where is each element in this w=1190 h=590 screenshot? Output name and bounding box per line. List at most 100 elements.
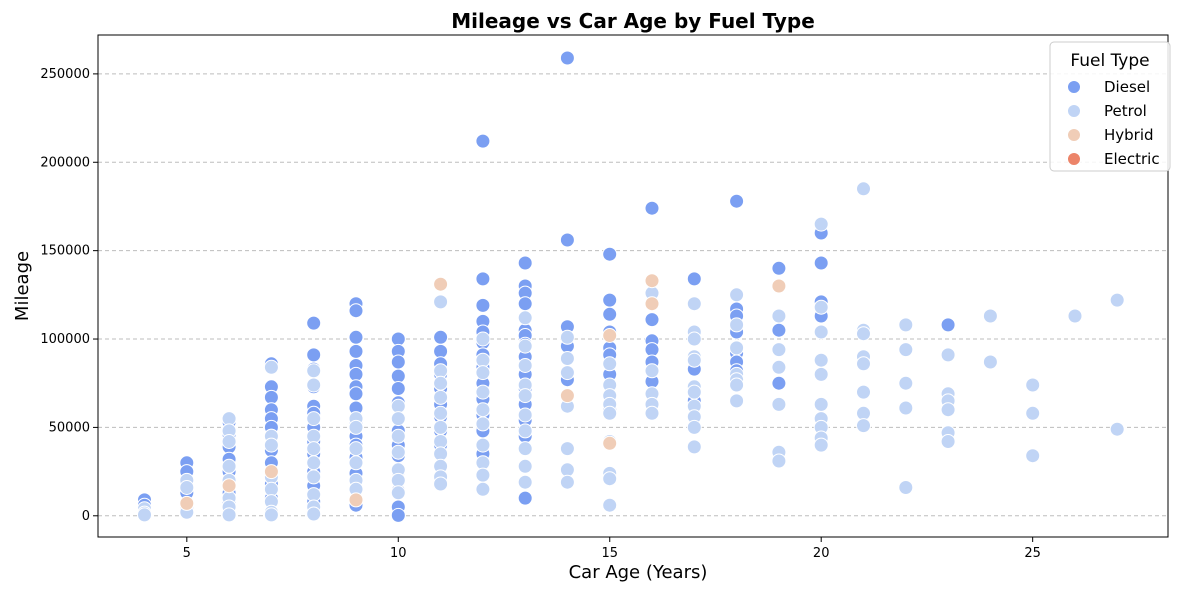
data-point-petrol	[898, 400, 914, 416]
data-point-petrol	[306, 377, 322, 393]
legend-marker-petrol	[1067, 104, 1081, 118]
data-point-petrol	[856, 181, 871, 197]
data-point-diesel	[475, 297, 491, 313]
data-point-petrol	[221, 458, 237, 474]
data-point-petrol	[306, 441, 322, 457]
data-point-petrol	[559, 329, 575, 345]
legend-label-electric: Electric	[1104, 150, 1160, 168]
x-tick-label: 25	[1024, 546, 1041, 561]
data-point-petrol	[856, 418, 871, 434]
data-point-petrol	[729, 393, 745, 409]
data-point-petrol	[729, 377, 745, 393]
data-point-petrol	[856, 384, 871, 400]
data-point-diesel	[517, 296, 533, 312]
data-point-diesel	[475, 271, 491, 287]
data-point-diesel	[390, 354, 406, 370]
data-point-diesel	[644, 200, 660, 216]
data-point-petrol	[517, 441, 533, 457]
y-tick-label: 150000	[40, 244, 90, 259]
data-point-petrol	[517, 358, 533, 373]
data-point-diesel	[729, 193, 745, 209]
data-point-petrol	[348, 441, 364, 457]
x-tick-label: 5	[183, 546, 191, 561]
data-point-petrol	[729, 287, 745, 303]
data-point-petrol	[856, 326, 871, 342]
data-point-petrol	[559, 462, 575, 478]
data-point-petrol	[137, 507, 152, 523]
data-point-petrol	[179, 480, 195, 495]
data-point-petrol	[559, 441, 575, 457]
data-point-petrol	[686, 296, 702, 312]
legend-title: Fuel Type	[1070, 51, 1149, 71]
data-point-diesel	[348, 343, 364, 359]
data-point-petrol	[898, 480, 914, 495]
data-point-diesel	[306, 347, 322, 363]
legend-label-hybrid: Hybrid	[1104, 126, 1154, 144]
y-tick-label: 50000	[49, 420, 90, 435]
data-point-petrol	[1109, 292, 1125, 308]
data-point-petrol	[390, 428, 406, 444]
data-point-petrol	[390, 444, 406, 460]
data-point-diesel	[644, 312, 660, 328]
data-point-petrol	[221, 507, 237, 523]
x-tick-label: 10	[390, 546, 407, 561]
data-point-petrol	[517, 458, 533, 474]
data-point-hybrid	[559, 388, 575, 404]
data-point-petrol	[221, 434, 237, 449]
data-point-petrol	[559, 474, 575, 490]
series-diesel	[137, 50, 956, 523]
y-tick-label: 200000	[40, 155, 90, 170]
data-point-petrol	[813, 437, 829, 453]
legend-marker-electric	[1067, 152, 1081, 166]
data-point-diesel	[475, 133, 491, 149]
data-point-hybrid	[771, 278, 787, 294]
data-point-petrol	[686, 331, 702, 347]
data-point-diesel	[348, 303, 364, 319]
data-point-diesel	[602, 306, 618, 322]
data-point-petrol	[348, 455, 364, 471]
data-point-petrol	[644, 363, 660, 379]
data-point-petrol	[475, 481, 491, 497]
x-tick-label: 15	[601, 546, 618, 561]
data-point-petrol	[982, 354, 998, 370]
data-point-petrol	[306, 411, 322, 427]
data-point-petrol	[856, 356, 871, 372]
data-point-hybrid	[263, 464, 279, 480]
data-point-petrol	[517, 423, 533, 439]
data-point-petrol	[771, 396, 787, 412]
data-point-petrol	[475, 437, 491, 453]
data-point-diesel	[348, 386, 364, 402]
legend-label-diesel: Diesel	[1104, 78, 1150, 96]
data-point-petrol	[306, 506, 322, 522]
data-point-petrol	[559, 365, 575, 381]
data-point-petrol	[813, 352, 829, 368]
series-petrol	[137, 181, 1125, 523]
data-point-petrol	[602, 356, 618, 372]
data-point-diesel	[433, 329, 449, 345]
data-point-petrol	[517, 338, 533, 354]
data-point-petrol	[433, 419, 449, 435]
data-point-petrol	[1109, 421, 1125, 437]
data-point-hybrid	[348, 492, 364, 508]
data-point-hybrid	[221, 478, 237, 494]
data-point-petrol	[306, 363, 322, 379]
data-point-diesel	[348, 329, 364, 345]
data-point-petrol	[898, 342, 914, 358]
data-point-petrol	[517, 474, 533, 490]
x-tick-label: 20	[813, 546, 830, 561]
data-point-hybrid	[602, 435, 618, 451]
data-point-diesel	[559, 232, 575, 248]
plot-frame	[97, 34, 1169, 538]
data-point-petrol	[1025, 448, 1041, 464]
data-point-diesel	[390, 381, 406, 396]
data-point-petrol	[475, 467, 491, 483]
data-point-diesel	[813, 255, 829, 271]
data-point-petrol	[348, 419, 364, 435]
data-point-petrol	[433, 375, 449, 391]
legend-label-petrol: Petrol	[1104, 102, 1147, 120]
data-point-petrol	[771, 342, 787, 358]
data-point-petrol	[644, 405, 660, 421]
x-axis-label: Car Age (Years)	[569, 562, 708, 583]
data-point-petrol	[390, 411, 406, 427]
